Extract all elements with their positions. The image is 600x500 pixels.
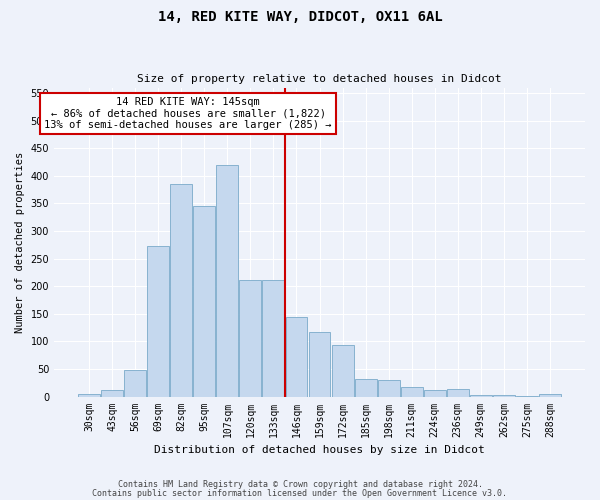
Bar	[308, 332, 331, 396]
Text: 14, RED KITE WAY, DIDCOT, OX11 6AL: 14, RED KITE WAY, DIDCOT, OX11 6AL	[158, 10, 442, 24]
Y-axis label: Number of detached properties: Number of detached properties	[15, 152, 25, 332]
Bar	[424, 390, 446, 396]
Bar	[239, 280, 262, 396]
Bar	[470, 395, 492, 396]
Bar	[377, 380, 400, 396]
Text: 14 RED KITE WAY: 145sqm
← 86% of detached houses are smaller (1,822)
13% of semi: 14 RED KITE WAY: 145sqm ← 86% of detache…	[44, 97, 332, 130]
Text: Contains HM Land Registry data © Crown copyright and database right 2024.: Contains HM Land Registry data © Crown c…	[118, 480, 482, 489]
Bar	[539, 394, 561, 396]
Title: Size of property relative to detached houses in Didcot: Size of property relative to detached ho…	[137, 74, 502, 84]
Bar	[286, 317, 307, 396]
Bar	[401, 386, 422, 396]
Bar	[78, 394, 100, 396]
Bar	[124, 370, 146, 396]
Bar	[170, 184, 192, 396]
Bar	[447, 390, 469, 396]
Bar	[193, 206, 215, 396]
X-axis label: Distribution of detached houses by size in Didcot: Distribution of detached houses by size …	[154, 445, 485, 455]
Bar	[332, 345, 353, 397]
Bar	[217, 165, 238, 396]
Text: Contains public sector information licensed under the Open Government Licence v3: Contains public sector information licen…	[92, 488, 508, 498]
Bar	[355, 379, 377, 396]
Bar	[147, 246, 169, 396]
Bar	[262, 280, 284, 396]
Bar	[101, 390, 123, 396]
